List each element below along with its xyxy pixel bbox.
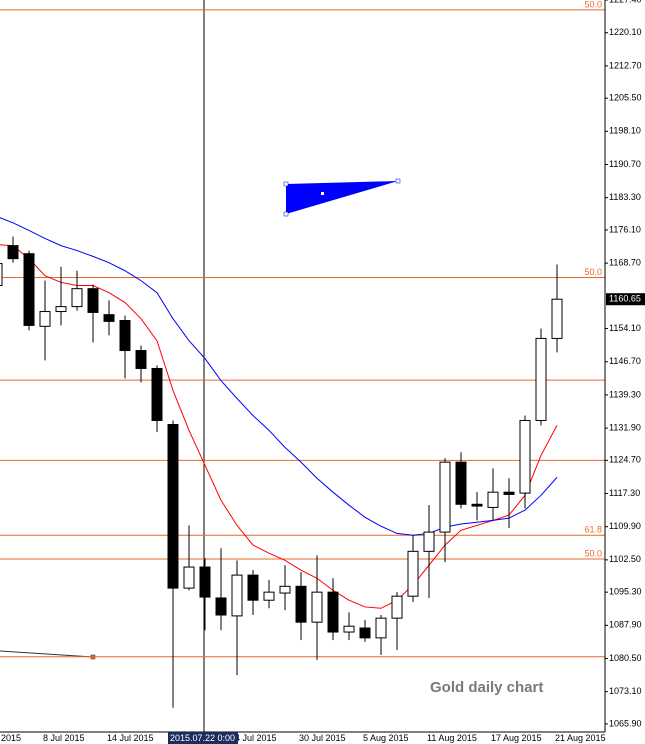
candle-body [87,288,99,313]
y-tick-label: 1117.30 [609,488,640,498]
candle-body [231,574,243,617]
candle-body [375,617,387,639]
y-tick-label: 1176.10 [609,224,641,234]
candle-body [247,574,259,601]
plot-area: 50.0 50.0 61.8 50.0 [0,0,605,732]
y-tick-label: 1131.90 [609,422,641,432]
x-tick-label: 2015 [1,733,21,743]
candle-body [263,591,275,601]
candle-body [7,245,19,260]
x-tick-label: 5 Aug 2015 [363,733,409,743]
candle-body [0,263,3,287]
candle-body [423,531,435,552]
level-label: 50.0 [584,0,602,9]
y-tick-label: 1095.30 [609,587,642,597]
candle-body [103,314,115,322]
y-tick-label: 1087.90 [609,620,642,630]
triangle-object [286,181,398,214]
candle-body [407,550,419,597]
y-tick-label: 1205.50 [609,93,642,103]
candle-body [23,253,35,326]
candle-body [519,419,531,494]
candle-body [215,597,227,616]
trend-line [0,650,94,658]
candle-body [119,320,131,352]
y-tick-label: 1183.30 [609,192,641,202]
y-tick-label: 1190.70 [609,159,641,169]
level-label: 61.8 [584,525,602,535]
x-tick-label: 11 Aug 2015 [427,733,477,743]
candle-body [279,585,291,594]
candle-body [343,625,355,633]
price-box [606,293,645,306]
y-tick-label: 1146.70 [609,356,641,366]
crosshair-box [168,732,238,744]
candle-body [391,595,403,619]
candle-body [39,311,51,327]
handle [283,211,289,217]
y-tick-label: 1080.50 [609,653,642,663]
candle-body [503,491,515,495]
y-tick-label: 1102.50 [609,554,641,564]
candle-body [135,350,147,369]
candle-body [359,627,371,639]
x-tick-label: 21 Aug 2015 [555,733,606,743]
y-tick-label: 1139.30 [609,389,641,399]
y-tick-label: 1109.90 [609,521,641,531]
candle-body [311,591,323,623]
candle-body [535,337,547,421]
price-label: 1160.65 [609,294,641,304]
level-label: 50.0 [584,267,602,277]
y-tick-label: 1065.90 [609,718,642,728]
watermark: Gold daily chart [430,679,543,696]
handle [395,178,401,184]
candle-body [327,591,339,633]
y-tick-label: 1124.70 [609,455,641,465]
candle-body [167,423,179,589]
x-tick-label: 8 Jul 2015 [43,733,85,743]
y-tick-label: 1073.10 [609,686,642,696]
candle-body [455,461,467,505]
ma-line [0,217,558,536]
y-tick-label: 1198.10 [609,126,641,136]
candle-body [55,306,67,313]
candle-body [551,298,563,339]
level-label: 50.0 [584,548,602,558]
x-tick-label: 17 Aug 2015 [491,733,542,743]
handle [283,181,289,187]
y-tick-label: 1212.70 [609,60,642,70]
candle-body [439,461,451,533]
x-tick-label: 4 Jul 2015 [235,733,277,743]
candle-body [151,367,163,421]
candle-body [487,491,499,508]
candle-body [71,288,83,308]
ma-line [0,244,558,609]
y-tick-label: 1227.40 [609,0,642,4]
candle-body [183,566,195,589]
candle-body [471,503,483,507]
y-tick-label: 1154.10 [609,323,641,333]
crosshair-label: 2015.07.22 0:00 [170,733,235,743]
handle [321,192,324,195]
y-tick-label: 1168.70 [609,258,641,268]
x-tick-label: 30 Jul 2015 [299,733,346,743]
candle-body [199,566,211,598]
x-tick-label: 14 Jul 2015 [107,733,154,743]
candle-body [295,585,307,623]
y-tick-label: 1220.10 [609,27,642,37]
